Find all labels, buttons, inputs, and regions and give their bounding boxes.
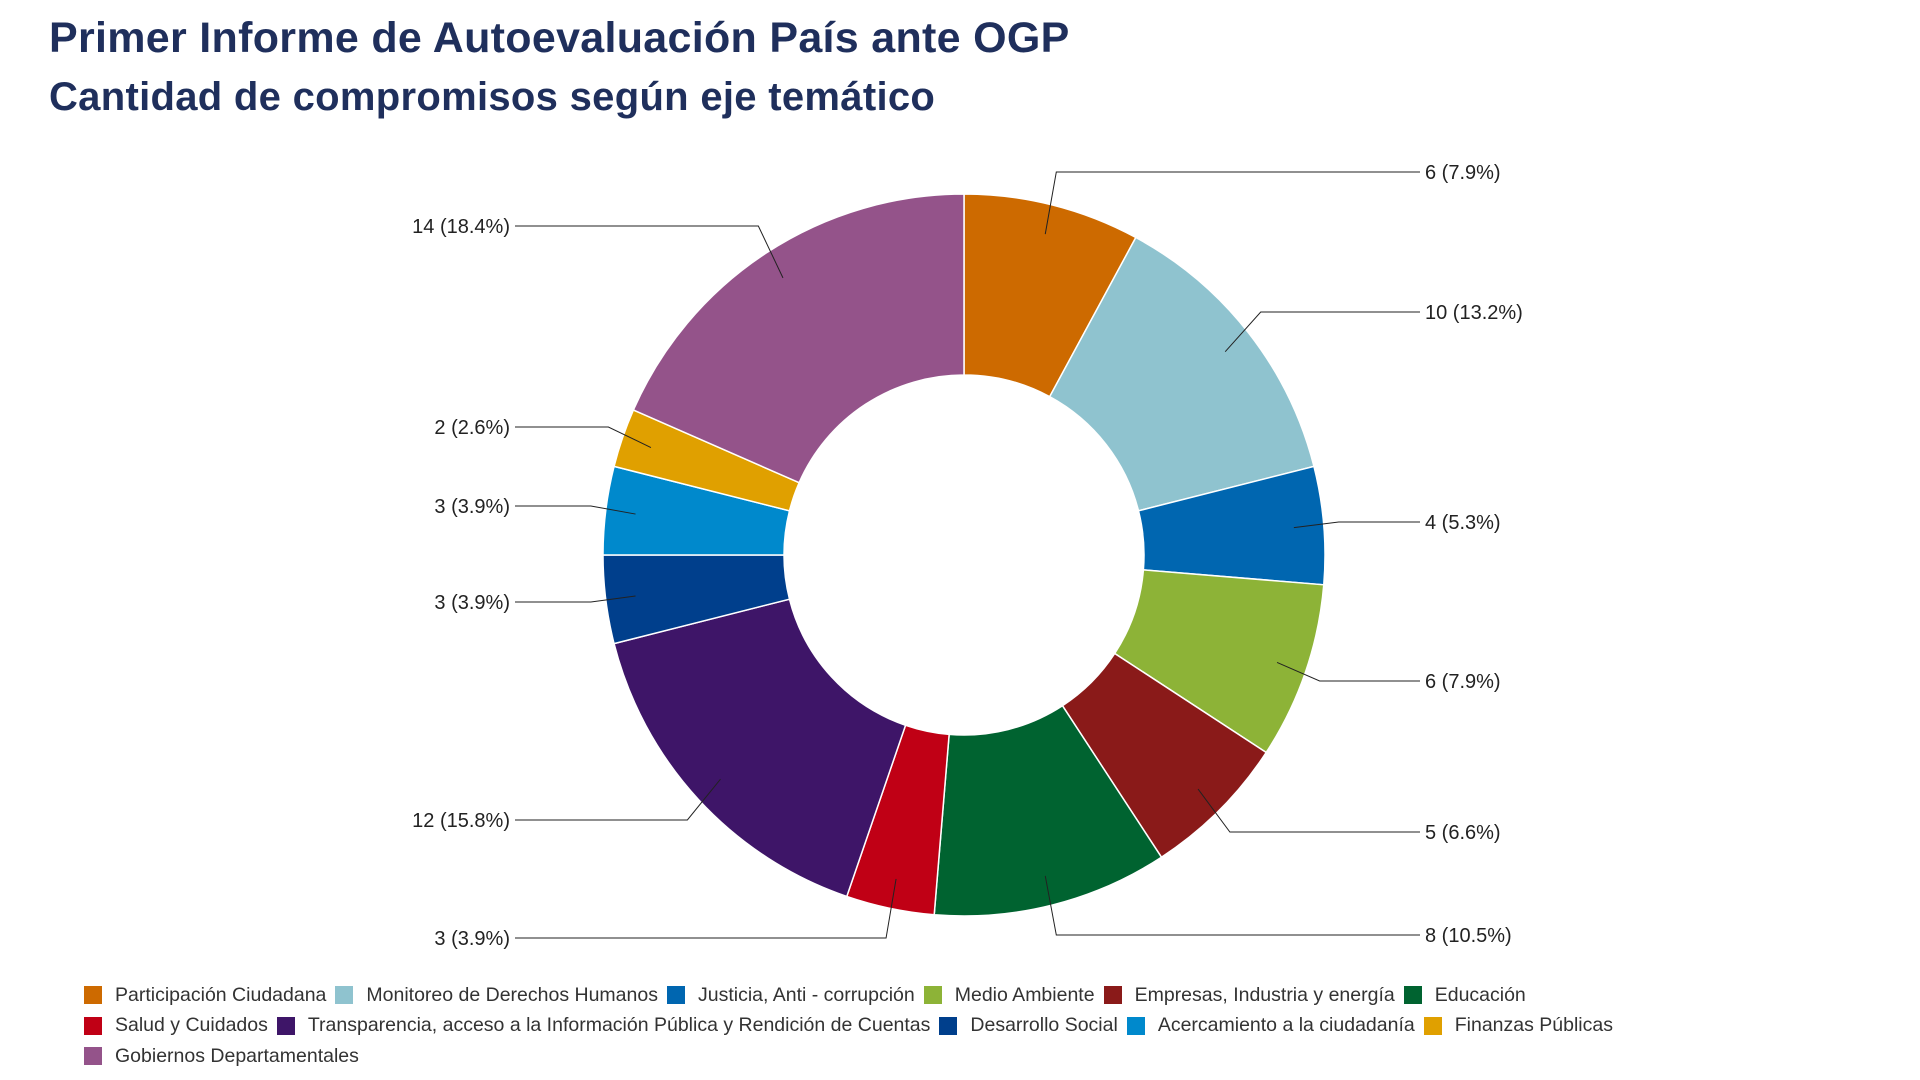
callout-line xyxy=(1044,171,1420,235)
callout-line xyxy=(1276,662,1420,682)
callout-line xyxy=(1044,875,1420,936)
legend-row: Salud y Cuidados Transparencia, acceso a … xyxy=(84,1011,1884,1042)
legend-swatch xyxy=(84,986,102,1005)
legend-label: Monitoreo de Derechos Humanos xyxy=(366,983,658,1006)
legend-label: Participación Ciudadana xyxy=(115,983,327,1006)
legend-label: Transparencia, acceso a la Información P… xyxy=(307,1014,931,1037)
donut-slice xyxy=(613,598,907,898)
callout-line xyxy=(1224,311,1420,353)
legend-swatch xyxy=(1423,1016,1442,1035)
callout-line xyxy=(1293,521,1420,529)
chart-legend: Participación Ciudadana Monitoreo de Dere… xyxy=(84,980,1884,1072)
data-label: 14 (18.4%) xyxy=(412,216,510,238)
legend-item: Monitoreo de Derechos Humanos xyxy=(335,984,658,1007)
callout-line xyxy=(1197,788,1420,833)
legend-item: Transparencia, acceso a la Información P… xyxy=(276,1014,931,1037)
chart-title: Primer Informe de Autoevaluación País an… xyxy=(49,14,1070,62)
legend-item: Acercamiento a la ciudadanía xyxy=(1126,1014,1415,1037)
legend-item: Desarrollo Social xyxy=(939,1014,1118,1037)
data-label: 8 (10.5%) xyxy=(1425,925,1512,947)
data-label: 2 (2.6%) xyxy=(434,417,510,439)
donut-slice xyxy=(933,704,1163,917)
legend-item: Medio Ambiente xyxy=(923,983,1095,1007)
legend-swatch xyxy=(1403,986,1422,1005)
callout-line xyxy=(515,225,784,279)
legend-item: Participación Ciudadana xyxy=(84,984,326,1007)
chart-subtitle: Cantidad de compromisos según eje temáti… xyxy=(49,75,936,119)
legend-label: Justicia, Anti - corrupción xyxy=(697,983,915,1006)
legend-swatch xyxy=(276,1016,295,1035)
legend-item: Gobiernos Departamentales xyxy=(84,1045,359,1068)
legend-label: Finanzas Públicas xyxy=(1454,1014,1613,1037)
legend-swatch xyxy=(84,1047,102,1066)
data-label: 6 (7.9%) xyxy=(1425,671,1501,693)
donut-slice xyxy=(632,193,965,484)
donut-slice xyxy=(1048,236,1315,512)
legend-label: Salud y Cuidados xyxy=(115,1014,268,1037)
legend-swatch xyxy=(84,1016,102,1035)
legend-row: Participación Ciudadana Monitoreo de Dere… xyxy=(84,980,1884,1011)
legend-swatch xyxy=(923,986,942,1005)
data-label: 5 (6.6%) xyxy=(1425,822,1501,844)
legend-label: Acercamiento a la ciudadanía xyxy=(1157,1014,1415,1037)
legend-row: Gobiernos Departamentales xyxy=(84,1041,1884,1072)
data-label: 3 (3.9%) xyxy=(434,496,510,518)
callout-line xyxy=(515,878,897,939)
legend-label: Empresas, Industria y energía xyxy=(1134,983,1395,1006)
callout-line xyxy=(515,595,636,603)
legend-swatch xyxy=(939,1016,958,1035)
callout-line xyxy=(515,778,721,821)
legend-item: Salud y Cuidados xyxy=(84,1014,268,1037)
donut-chart: 6 (7.9%) 10 (13.2%) 4 (5.3%) 6 (7.9%) 5 (6.6… xyxy=(412,162,1523,950)
data-label: 10 (13.2%) xyxy=(1425,302,1523,324)
legend-label: Educación xyxy=(1434,983,1526,1006)
legend-label: Desarrollo Social xyxy=(970,1014,1118,1037)
legend-item: Justicia, Anti - corrupción xyxy=(666,983,915,1007)
data-label: 6 (7.9%) xyxy=(1425,162,1501,184)
data-label: 12 (15.8%) xyxy=(412,810,510,832)
legend-item: Finanzas Públicas xyxy=(1423,1014,1613,1037)
legend-label: Medio Ambiente xyxy=(954,983,1095,1006)
legend-swatch xyxy=(335,986,354,1005)
legend-swatch xyxy=(1103,986,1122,1005)
data-label: 3 (3.9%) xyxy=(434,928,510,950)
callout-line xyxy=(515,426,652,448)
legend-swatch xyxy=(666,986,685,1005)
callout-line xyxy=(515,505,636,515)
data-label: 3 (3.9%) xyxy=(434,592,510,614)
legend-item: Empresas, Industria y energía xyxy=(1103,983,1395,1007)
legend-item: Educación xyxy=(1403,983,1526,1007)
data-label: 4 (5.3%) xyxy=(1425,512,1501,534)
legend-swatch xyxy=(1126,1016,1145,1035)
legend-label: Gobiernos Departamentales xyxy=(115,1044,359,1067)
